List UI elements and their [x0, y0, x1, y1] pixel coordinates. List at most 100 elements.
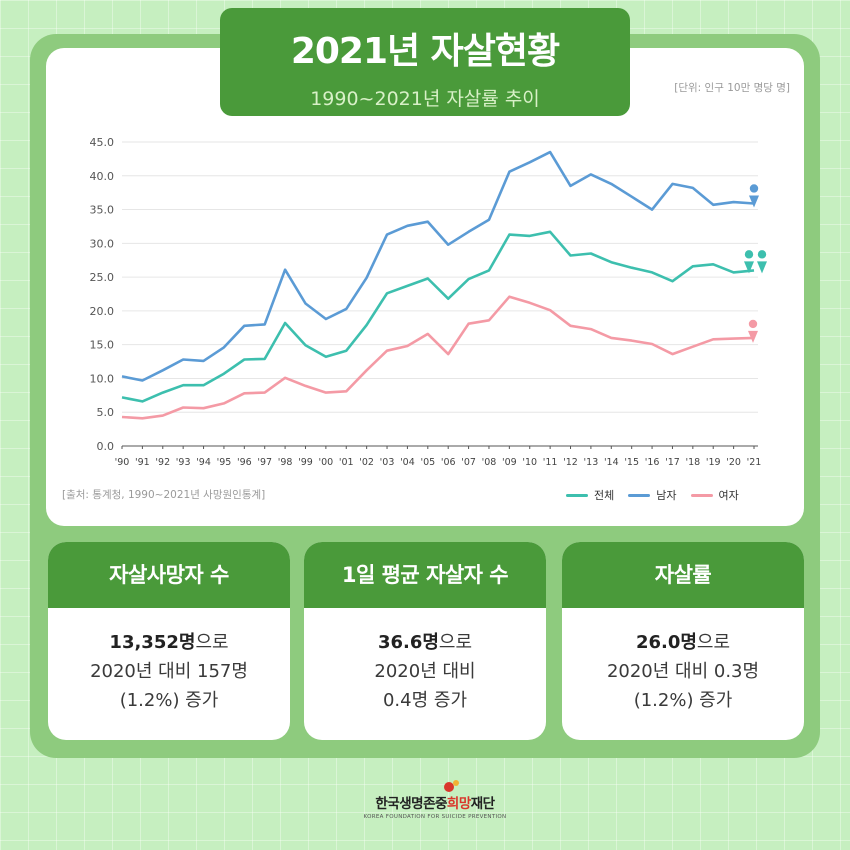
stat-body: 26.0명으로 2020년 대비 0.3명 (1.2%) 증가	[562, 608, 804, 715]
x-tick-label: '19	[706, 457, 721, 468]
stat-card-rate: 자살률 26.0명으로 2020년 대비 0.3명 (1.2%) 증가	[562, 542, 804, 740]
stat-line-1: 13,352명으로	[48, 628, 290, 657]
y-tick-label: 25.0	[90, 271, 115, 284]
x-tick-label: '91	[135, 457, 150, 468]
total-person-icon-a-body	[744, 261, 754, 274]
legend-label-male: 남자	[656, 489, 677, 502]
legend-label-female: 여자	[718, 489, 739, 502]
stat-line-3: (1.2%) 증가	[633, 690, 733, 711]
y-tick-label: 45.0	[90, 136, 115, 149]
heart-logo-icon	[444, 780, 459, 792]
org-name-part: 한국생명존중	[375, 796, 447, 812]
female-person-icon-body	[748, 330, 758, 343]
stat-line-2: 2020년 대비 0.3명	[606, 661, 760, 682]
stat-line-1: 26.0명으로	[562, 628, 804, 657]
stat-value: 26.0명	[635, 632, 697, 653]
stat-card-deaths: 자살사망자 수 13,352명으로 2020년 대비 157명 (1.2%) 증…	[48, 542, 290, 740]
x-tick-label: '10	[522, 457, 537, 468]
org-name-part: 재단	[470, 796, 495, 812]
stat-heading: 1일 평균 자살자 수	[304, 542, 546, 608]
page-subtitle: 1990~2021년 자살률 추이	[310, 88, 540, 110]
stat-line-1: 36.6명으로	[304, 628, 546, 657]
y-tick-label: 35.0	[90, 204, 115, 217]
chart-legend: 전체 남자 여자	[566, 487, 739, 503]
stat-value: 13,352명	[109, 632, 196, 653]
x-tick-label: '00	[319, 457, 334, 468]
male-person-icon-body	[749, 195, 759, 208]
stat-line-3: (1.2%) 증가	[119, 690, 219, 711]
y-tick-label: 20.0	[90, 305, 115, 318]
org-name-en: KOREA FOUNDATION FOR SUICIDE PREVENTION	[363, 814, 507, 820]
x-tick-label: '95	[217, 457, 232, 468]
x-tick-label: '11	[543, 457, 558, 468]
legend-swatch-female	[690, 493, 713, 497]
stat-body: 13,352명으로 2020년 대비 157명 (1.2%) 증가	[48, 608, 290, 715]
x-tick-label: '04	[400, 457, 415, 468]
series-line-total	[121, 230, 755, 403]
x-tick-label: '09	[502, 457, 517, 468]
x-tick-label: '05	[420, 457, 435, 468]
x-tick-label: '21	[747, 457, 762, 468]
x-tick-label: '93	[176, 457, 191, 468]
x-tick-label: '03	[380, 457, 395, 468]
total-person-icon-a-head	[744, 250, 754, 259]
x-tick-label: '13	[584, 457, 599, 468]
x-tick-label: '02	[359, 457, 374, 468]
stat-line-2: 2020년 대비	[374, 661, 476, 682]
x-tick-label: '06	[441, 457, 456, 468]
y-tick-label: 5.0	[97, 406, 115, 419]
unit-note: [단위: 인구 10만 명당 명]	[674, 82, 790, 94]
title-banner: 2021년 자살현황 1990~2021년 자살률 추이	[220, 8, 630, 116]
legend-swatch-total	[566, 493, 588, 497]
stat-heading: 자살률	[562, 542, 804, 608]
stat-suffix: 으로	[195, 632, 229, 653]
total-person-icon-b-body	[757, 261, 767, 274]
series-line-male	[121, 150, 755, 382]
male-person-icon-head	[749, 184, 759, 193]
stat-suffix: 으로	[696, 632, 731, 653]
org-name: 한국생명존중희망재단	[350, 792, 520, 812]
x-tick-label: '07	[461, 457, 476, 468]
stat-line-3: 0.4명 증가	[382, 690, 468, 711]
legend-swatch-male	[628, 493, 651, 497]
x-tick-label: '01	[339, 457, 354, 468]
female-person-icon-head	[748, 319, 758, 329]
x-tick-label: '12	[563, 457, 578, 468]
legend-item-female: 여자	[690, 487, 739, 503]
x-tick-label: '08	[482, 457, 497, 468]
stat-body: 36.6명으로 2020년 대비 0.4명 증가	[304, 608, 546, 715]
y-tick-label: 0.0	[97, 440, 115, 453]
legend-item-male: 남자	[628, 487, 677, 503]
stat-heading: 자살사망자 수	[48, 542, 290, 608]
org-name-accent: 희망	[446, 796, 471, 812]
stat-line-2: 2020년 대비 157명	[90, 661, 248, 682]
series-line-female	[121, 295, 755, 420]
x-tick-label: '94	[196, 457, 211, 468]
legend-item-total: 전체	[566, 487, 614, 503]
x-tick-label: '90	[115, 457, 130, 468]
x-tick-label: '14	[604, 457, 619, 468]
x-tick-label: '17	[665, 457, 680, 468]
x-tick-label: '98	[278, 457, 293, 468]
stat-card-daily-average: 1일 평균 자살자 수 36.6명으로 2020년 대비 0.4명 증가	[304, 542, 546, 740]
y-tick-label: 10.0	[90, 372, 115, 385]
legend-label-total: 전체	[594, 489, 615, 502]
source-note: [출처: 통계청, 1990~2021년 사망원인통계]	[62, 489, 266, 501]
total-person-icon-b-head	[757, 250, 767, 259]
x-tick-label: '96	[237, 457, 252, 468]
x-tick-label: '16	[645, 457, 660, 468]
x-tick-label: '97	[257, 457, 272, 468]
line-chart: 0.0 5.0 10.0 15.0 20.0 25.0 30.0 35.0 40.0 45.0 '9…	[90, 136, 767, 468]
x-tick-label: '15	[624, 457, 639, 468]
x-tick-label: '92	[155, 457, 170, 468]
x-tick-label: '20	[726, 457, 741, 468]
y-tick-label: 15.0	[90, 339, 115, 352]
stat-suffix: 으로	[438, 632, 473, 653]
x-tick-label: '99	[298, 457, 313, 468]
page-title: 2021년 자살현황	[290, 31, 560, 72]
stat-value: 36.6명	[377, 632, 439, 653]
y-tick-label: 40.0	[90, 170, 115, 183]
y-tick-label: 30.0	[90, 237, 115, 250]
x-tick-label: '18	[685, 457, 700, 468]
footer-logo: 한국생명존중희망재단 KOREA FOUNDATION FOR SUICIDE …	[350, 780, 520, 820]
